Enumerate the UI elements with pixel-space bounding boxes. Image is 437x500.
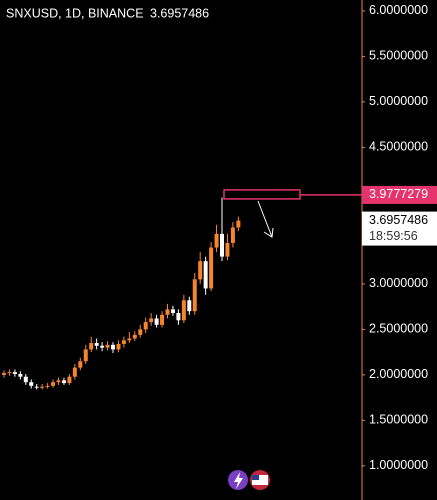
arrow xyxy=(257,200,274,238)
candle-body xyxy=(29,382,34,386)
candle-body xyxy=(154,318,159,325)
candle-body xyxy=(7,372,12,374)
candle-body xyxy=(209,247,214,289)
flag xyxy=(252,475,268,485)
y-tick-label: 5.0000000 xyxy=(369,94,428,108)
y-tick-label: 2.0000000 xyxy=(369,367,428,381)
candle-body xyxy=(138,329,143,335)
candle-body xyxy=(181,300,186,321)
flag-canton xyxy=(252,475,259,480)
candle-body xyxy=(78,361,83,368)
y-tick-label: 6.0000000 xyxy=(369,3,428,17)
candle-body xyxy=(56,380,61,383)
y-tick-label: 3.0000000 xyxy=(369,276,428,290)
countdown: 18:59:56 xyxy=(369,229,418,243)
y-tick-label: 4.5000000 xyxy=(369,140,428,154)
candle-body xyxy=(121,340,126,344)
candle-body xyxy=(220,233,224,257)
candle-body xyxy=(34,386,39,388)
title-price: 3.6957486 xyxy=(150,6,209,20)
candle-body xyxy=(89,343,94,350)
candle-body xyxy=(170,309,175,314)
y-tick-label: 5.5000000 xyxy=(369,49,428,63)
candle-body xyxy=(67,376,72,384)
candle-body xyxy=(165,309,170,315)
y-tick-label: 1.0000000 xyxy=(369,458,428,472)
candle-body xyxy=(51,382,56,386)
candle-body xyxy=(143,322,148,330)
candle-body xyxy=(18,373,23,377)
candle-body xyxy=(192,279,197,312)
y-tick-label: 1.5000000 xyxy=(369,413,428,427)
candle-body xyxy=(100,345,105,348)
candle-body xyxy=(230,227,235,243)
candle-body xyxy=(225,242,230,257)
candle-body xyxy=(187,300,192,312)
candle-body xyxy=(45,385,50,387)
chart-title: SNXUSD, 1D, BINANCE xyxy=(6,6,144,20)
candle-body xyxy=(214,233,219,248)
candle-body xyxy=(132,334,137,339)
bolt xyxy=(234,472,243,489)
annotation-price: 3.9777279 xyxy=(369,187,428,201)
candle-body xyxy=(94,343,99,346)
candle-body xyxy=(83,349,88,362)
candle-body xyxy=(40,386,45,388)
annotation-tag xyxy=(362,185,437,204)
candle-body xyxy=(61,380,66,384)
candle-body xyxy=(23,376,28,383)
annotation-box xyxy=(223,189,301,200)
candle-body xyxy=(2,373,6,375)
candle-body xyxy=(160,314,165,325)
candle-body xyxy=(198,261,203,280)
bottom-icons xyxy=(228,470,270,490)
candle-body xyxy=(111,344,115,350)
candle-body xyxy=(176,313,181,321)
y-tick-label: 2.5000000 xyxy=(369,322,428,336)
candle-body xyxy=(105,344,110,348)
last-price: 3.6957486 xyxy=(369,213,428,227)
candle-body xyxy=(116,343,121,350)
last-price-tag xyxy=(362,211,437,246)
candle-body xyxy=(72,367,77,377)
candle-body xyxy=(236,220,241,228)
candle-body xyxy=(127,338,132,341)
candle-body xyxy=(149,318,154,323)
candle-body xyxy=(12,372,17,374)
candle-body xyxy=(203,261,208,289)
